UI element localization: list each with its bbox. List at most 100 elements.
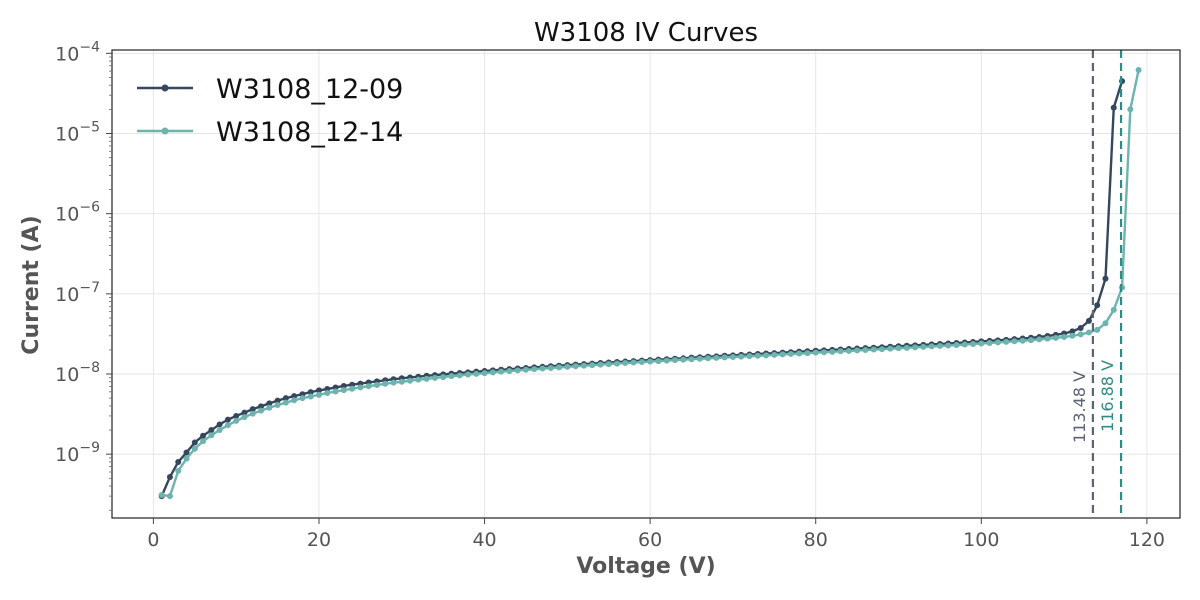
data-point [266, 404, 273, 411]
data-point [175, 467, 182, 474]
data-point [1127, 106, 1134, 113]
data-point [829, 348, 836, 355]
data-point [282, 395, 289, 402]
data-point [175, 458, 182, 465]
data-point [258, 407, 265, 414]
data-point [291, 393, 298, 400]
data-point [158, 491, 165, 498]
data-point [307, 389, 314, 396]
data-point [994, 339, 1001, 346]
breakdown-voltage-label: 116.88 V [1098, 360, 1117, 432]
data-point [166, 493, 173, 500]
data-point [1085, 317, 1092, 324]
data-point [291, 397, 298, 404]
data-point [539, 365, 546, 372]
data-point [936, 342, 943, 349]
data-point [953, 342, 960, 349]
data-point [1077, 324, 1084, 331]
data-point [1069, 332, 1076, 339]
data-point [183, 455, 190, 462]
data-point [183, 449, 190, 456]
data-point [274, 402, 281, 409]
data-point [241, 414, 248, 421]
data-point [556, 364, 563, 371]
data-point [564, 363, 571, 370]
y-axis: 10−910−810−710−610−510−4 [55, 39, 112, 511]
data-point [597, 361, 604, 368]
data-point [787, 350, 794, 357]
x-tick-label: 0 [147, 529, 159, 551]
data-point [622, 360, 629, 367]
data-point [1094, 326, 1101, 333]
x-tick-label: 120 [1129, 529, 1165, 551]
data-point [870, 346, 877, 353]
data-point [365, 383, 372, 390]
data-point [961, 341, 968, 348]
x-tick-label: 20 [307, 529, 331, 551]
data-point [249, 406, 256, 413]
data-point [688, 356, 695, 363]
y-tick-exponent: −6 [79, 200, 100, 216]
data-point [191, 439, 198, 446]
data-point [779, 351, 786, 358]
data-point [1027, 337, 1034, 344]
data-point [580, 362, 587, 369]
data-point [671, 357, 678, 364]
data-point [224, 416, 231, 423]
data-point [705, 355, 712, 362]
data-point [332, 388, 339, 395]
x-axis-label: Voltage (V) [576, 554, 715, 579]
data-point [696, 355, 703, 362]
data-point [373, 381, 380, 388]
data-point [821, 349, 827, 356]
y-tick-base: 10 [55, 43, 79, 65]
y-tick-exponent: −8 [79, 360, 100, 376]
data-point [903, 344, 910, 351]
data-point [796, 350, 803, 357]
data-point [531, 366, 538, 373]
data-point [837, 348, 844, 355]
y-axis-label: Current (A) [19, 215, 44, 354]
data-point [878, 346, 885, 353]
data-point [249, 410, 256, 417]
data-point [663, 357, 670, 364]
data-point [241, 409, 248, 416]
y-tick-exponent: −4 [79, 39, 100, 55]
data-point [729, 354, 736, 360]
data-point [349, 385, 356, 392]
plot-frame [111, 49, 1181, 519]
legend-label: W3108_12-09 [216, 74, 403, 105]
data-point [1077, 331, 1084, 338]
data-point [547, 364, 554, 371]
data-point [465, 371, 471, 378]
data-point [191, 445, 198, 452]
x-axis: 0 20 40 60 80 100 120 [147, 518, 1165, 551]
data-point [340, 382, 347, 389]
y-tick-label: 10−8 [55, 360, 100, 386]
data-point [638, 359, 645, 366]
data-point [1110, 306, 1117, 313]
data-point [1036, 336, 1043, 343]
data-point [448, 373, 455, 380]
data-point [945, 342, 952, 349]
y-tick-base: 10 [55, 204, 79, 226]
data-point [845, 347, 852, 354]
data-point [440, 374, 447, 381]
x-tick-label: 40 [472, 529, 496, 551]
data-point [589, 362, 596, 369]
data-point [324, 389, 331, 396]
series-layer [158, 66, 1142, 500]
x-tick-label: 60 [638, 529, 662, 551]
y-tick-base: 10 [55, 444, 79, 466]
data-point [970, 340, 977, 347]
data-point [1110, 104, 1117, 111]
data-point [887, 345, 894, 352]
data-point [481, 370, 488, 377]
data-point [655, 358, 662, 365]
data-point [266, 400, 273, 407]
data-point [680, 356, 687, 363]
y-tick-base: 10 [55, 364, 79, 386]
series-2 [158, 66, 1142, 500]
data-point [415, 376, 422, 383]
data-point [928, 343, 935, 350]
